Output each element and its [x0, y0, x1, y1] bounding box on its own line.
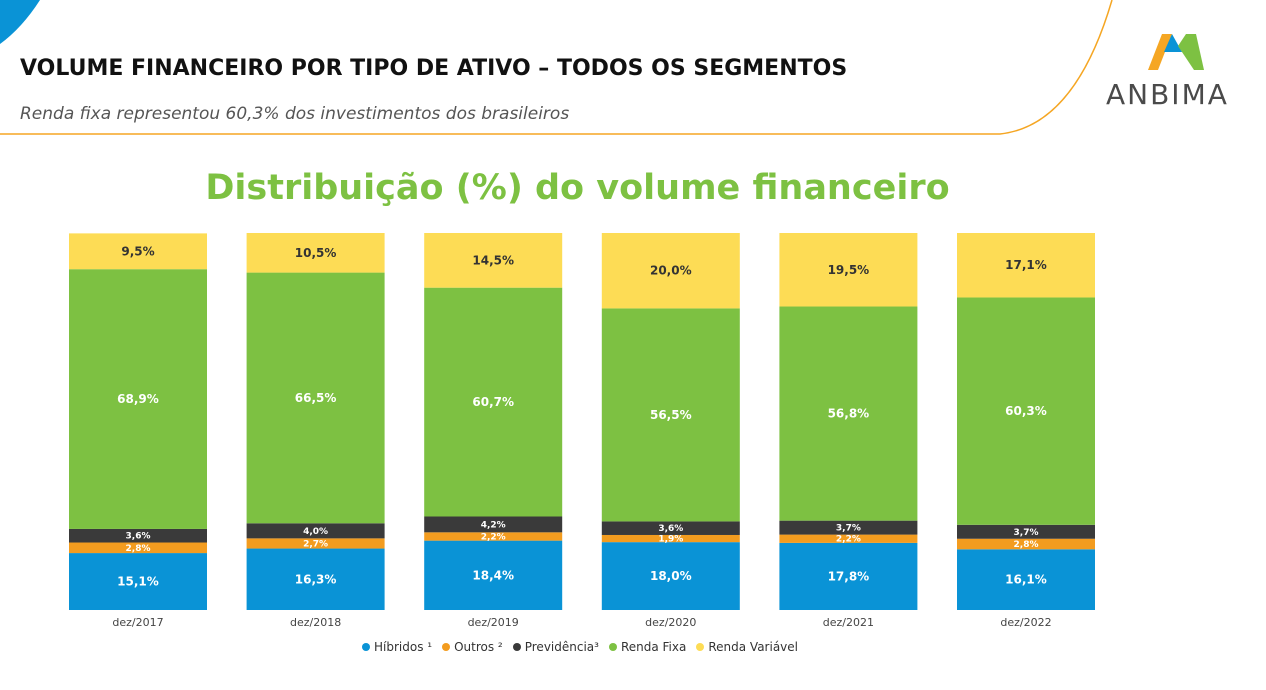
data-label-hibridos: 15,1%	[117, 575, 159, 589]
data-label-outros: 1,9%	[658, 535, 683, 545]
legend-label: Previdência³	[524, 640, 599, 654]
bar-segment-renda_variavel	[424, 233, 563, 288]
bar-segment-hibridos	[957, 549, 1095, 610]
bar-segment-renda_fixa	[69, 269, 207, 529]
data-label-renda_variavel: 14,5%	[472, 253, 514, 267]
bar-segment-previdencia	[779, 520, 918, 535]
data-label-hibridos: 16,3%	[295, 572, 337, 586]
bar-segment-previdencia	[246, 523, 385, 539]
page-subtitle: Renda fixa representou 60,3% dos investi…	[20, 104, 570, 124]
legend-marker-icon	[608, 643, 617, 651]
bar-segment-renda_variavel	[246, 233, 385, 273]
bar-segment-hibridos	[424, 540, 563, 610]
chart-legend: Híbridos ¹ Outros ² Previdência³ Renda Fixa…	[0, 640, 1160, 654]
bar-segment-renda_variavel	[779, 233, 918, 307]
bar-segment-previdencia	[957, 524, 1095, 539]
header-orange-curve	[0, 0, 1113, 135]
data-label-outros: 2,2%	[836, 535, 861, 545]
x-tick-label: dez/2020	[645, 616, 696, 629]
data-label-previdencia: 3,6%	[658, 524, 683, 534]
x-tick-label: dez/2022	[1000, 616, 1051, 629]
data-label-renda_variavel: 20,0%	[650, 264, 692, 278]
data-label-previdencia: 4,2%	[481, 520, 506, 530]
x-tick-label: dez/2018	[290, 616, 341, 629]
data-label-hibridos: 16,1%	[1005, 573, 1047, 587]
legend-label: Outros ²	[454, 640, 503, 654]
x-tick-label: dez/2019	[468, 616, 519, 629]
bar-segment-previdencia	[601, 521, 740, 535]
chart-title: Distribuição (%) do volume financeiro	[205, 168, 950, 208]
bar-segment-hibridos	[246, 548, 385, 610]
logo-text: ANBIMA	[1106, 78, 1229, 111]
bar-segment-hibridos	[601, 542, 740, 610]
bar-segment-renda_variavel	[601, 233, 740, 309]
data-label-renda_fixa: 60,3%	[1005, 404, 1047, 418]
data-label-renda_fixa: 56,8%	[828, 407, 870, 421]
bar-segment-renda_fixa	[957, 297, 1095, 525]
logo-mark-icon	[1148, 34, 1204, 70]
data-label-hibridos: 17,8%	[828, 569, 870, 583]
legend-item-renda_variavel: Renda Variável	[696, 640, 798, 654]
x-tick-label: dez/2017	[112, 616, 163, 629]
data-label-outros: 2,8%	[126, 544, 151, 554]
legend-item-hibridos: Híbridos ¹	[362, 640, 432, 654]
data-label-renda_fixa: 56,5%	[650, 408, 692, 422]
bar-segment-outros	[779, 534, 918, 543]
bar-segment-outros	[601, 534, 740, 543]
bar-segment-renda_fixa	[424, 287, 563, 517]
data-label-renda_variavel: 17,1%	[1005, 258, 1047, 272]
bar-segment-outros	[246, 538, 385, 549]
data-label-renda_variavel: 10,5%	[295, 246, 337, 260]
legend-marker-icon	[512, 643, 521, 651]
legend-item-renda_fixa: Renda Fixa	[608, 640, 687, 654]
legend-marker-icon	[442, 643, 451, 651]
legend-label: Híbridos ¹	[374, 640, 433, 654]
anbima-logo: ANBIMA	[1106, 30, 1256, 111]
data-label-previdencia: 4,0%	[303, 527, 328, 537]
data-label-hibridos: 18,4%	[472, 568, 514, 582]
bar-segment-renda_fixa	[601, 308, 740, 522]
data-label-hibridos: 18,0%	[650, 569, 692, 583]
corner-blue-shape	[0, 0, 40, 44]
legend-label: Renda Fixa	[620, 640, 687, 654]
legend-label: Renda Variável	[708, 640, 798, 654]
data-label-outros: 2,7%	[303, 539, 328, 549]
legend-marker-icon	[362, 643, 370, 651]
bar-segment-outros	[424, 532, 563, 541]
legend-item-previdencia: Previdência³	[512, 640, 599, 654]
bar-segment-renda_variavel	[69, 233, 207, 270]
data-label-previdencia: 3,7%	[836, 524, 861, 534]
bar-segment-renda_fixa	[246, 272, 385, 524]
x-tick-label: dez/2021	[823, 616, 874, 629]
data-label-renda_fixa: 68,9%	[117, 392, 159, 406]
bar-segment-outros	[957, 538, 1095, 550]
data-label-renda_fixa: 66,5%	[295, 391, 337, 405]
data-label-renda_fixa: 60,7%	[472, 395, 514, 409]
bar-segment-previdencia	[69, 528, 207, 543]
bar-segment-outros	[69, 542, 207, 554]
page-title: VOLUME FINANCEIRO POR TIPO DE ATIVO – TO…	[20, 56, 848, 81]
data-label-renda_variavel: 19,5%	[828, 263, 870, 277]
bar-segment-renda_variavel	[957, 233, 1095, 298]
bar-segment-renda_fixa	[779, 306, 918, 521]
bar-segment-hibridos	[69, 553, 207, 610]
data-label-previdencia: 3,7%	[1014, 528, 1039, 538]
legend-item-outros: Outros ²	[442, 640, 503, 654]
data-label-previdencia: 3,6%	[126, 532, 151, 542]
data-label-outros: 2,8%	[1014, 540, 1039, 550]
bar-segment-previdencia	[424, 516, 563, 533]
data-label-outros: 2,2%	[481, 532, 506, 542]
bar-segment-hibridos	[779, 542, 918, 610]
legend-marker-icon	[696, 643, 705, 651]
data-label-renda_variavel: 9,5%	[121, 244, 154, 258]
